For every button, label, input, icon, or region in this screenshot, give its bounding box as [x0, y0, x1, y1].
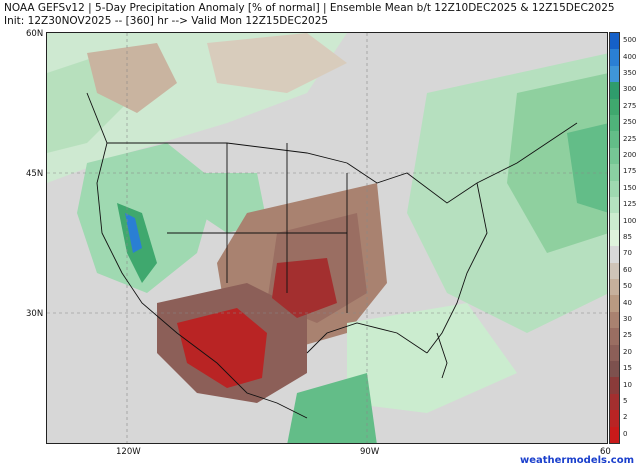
colorbar-label: 0 [623, 429, 628, 438]
colorbar-label: 150 [623, 183, 637, 192]
colorbar-segment [610, 180, 619, 198]
title-line-1: NOAA GEFSv12 | 5-Day Precipitation Anoma… [4, 2, 615, 14]
colorbar-segment [610, 65, 619, 83]
colorbar-segment [610, 98, 619, 116]
colorbar-label: 250 [623, 118, 637, 127]
colorbar-label: 30 [623, 315, 632, 323]
colorbar-segment [610, 197, 619, 214]
colorbar-segment [610, 213, 619, 231]
colorbar-segment [610, 393, 619, 411]
colorbar-segment [610, 426, 619, 444]
colorbar-segment [610, 295, 619, 313]
colorbar-segment [610, 328, 619, 346]
colorbar-segment [610, 410, 619, 428]
title-line-2: Init: 12Z30NOV2025 -- [360] hr --> Valid… [4, 15, 329, 27]
colorbar-label: 100 [623, 216, 637, 225]
colorbar-segment [610, 82, 619, 100]
colorbar-label: 40 [623, 298, 632, 307]
colorbar-label: 15 [623, 364, 632, 373]
colorbar-label: 200 [623, 151, 637, 159]
colorbar-segment [610, 229, 619, 247]
colorbar-label: 20 [623, 347, 632, 356]
colorbar-label: 350 [623, 69, 637, 77]
colorbar-label: 10 [623, 380, 632, 389]
colorbar-segment [610, 279, 619, 296]
lat-label-30n: 30N [26, 309, 44, 319]
colorbar-label: 2 [623, 413, 628, 422]
colorbar-label: 300 [623, 85, 637, 94]
colorbar-segment [610, 49, 619, 67]
colorbar-segment [610, 344, 619, 362]
credit-link[interactable]: weathermodels.com [519, 455, 634, 466]
colorbar-segment [610, 262, 619, 280]
colorbar-label: 60 [623, 265, 632, 274]
lon-label-60: 60 [600, 447, 611, 457]
map-panel [46, 32, 608, 444]
colorbar-label: 400 [623, 52, 637, 61]
colorbar-label: 50 [623, 282, 632, 291]
colorbar-segment [610, 147, 619, 165]
colorbar-segment [610, 377, 619, 395]
map-title: NOAA GEFSv12 | 5-Day Precipitation Anoma… [4, 2, 624, 28]
colorbar-segment [610, 246, 619, 264]
colorbar-label: 275 [623, 101, 637, 110]
colorbar-segment [610, 164, 619, 182]
colorbar-segment [610, 311, 619, 329]
colorbar-label: 225 [623, 134, 637, 143]
lat-label-45n: 45N [26, 169, 44, 179]
colorbar-label: 175 [623, 167, 637, 176]
colorbar-segment [610, 115, 619, 132]
colorbar-label: 5 [623, 397, 628, 405]
colorbar [609, 32, 620, 444]
colorbar-label: 85 [623, 233, 632, 241]
colorbar-label: 500 [623, 36, 637, 45]
colorbar-segment [610, 131, 619, 149]
colorbar-segment [610, 33, 619, 50]
colorbar-label: 70 [623, 249, 632, 258]
anomaly-map [47, 33, 607, 443]
lat-label-60n: 60N [26, 29, 44, 39]
lon-label-90w: 90W [360, 447, 380, 457]
colorbar-label: 25 [623, 331, 632, 340]
lon-label-120w: 120W [116, 447, 141, 457]
colorbar-label: 125 [623, 200, 637, 209]
colorbar-segment [610, 361, 619, 378]
